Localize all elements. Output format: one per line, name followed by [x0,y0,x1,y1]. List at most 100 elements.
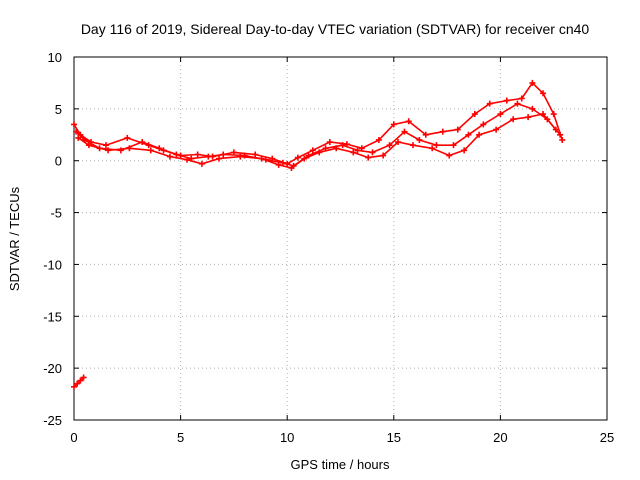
series-line [73,376,85,388]
data-point [433,142,440,149]
data-point [275,161,282,168]
data-point [409,142,416,149]
data-point [461,147,468,154]
data-point [294,154,301,161]
data-point [493,126,500,133]
data-point [258,155,265,162]
data-point [510,116,517,123]
x-tick-label: 5 [177,430,184,445]
data-point [429,145,436,152]
data-point [380,152,387,159]
x-tick-label: 20 [493,430,507,445]
data-point [390,121,397,128]
data-point [525,114,532,121]
data-point [450,142,457,149]
data-point [416,136,423,143]
data-point [476,131,483,138]
data-point [198,160,205,167]
data-point [309,147,316,154]
data-point [279,159,286,166]
data-point [386,142,393,149]
series-track-a [71,79,566,167]
y-tick-label: -25 [43,413,62,428]
grid [74,57,607,420]
data-point [316,149,323,156]
data-point [439,128,446,135]
x-tick-label: 10 [280,430,294,445]
data-point [288,164,295,171]
data-point [80,374,87,381]
x-tick-label: 25 [600,430,614,445]
y-tick-label: 5 [55,102,62,117]
data-point [124,134,131,141]
data-point [350,149,357,156]
data-point [540,111,547,118]
data-point [422,131,429,138]
data-point [559,136,566,143]
series-line [77,113,557,169]
data-point [71,383,77,390]
y-tick-label: -10 [43,257,62,272]
data-point [183,156,190,163]
y-tick-label: -5 [50,206,62,221]
data-point [205,153,212,160]
data-point [395,139,402,146]
data-point [301,155,308,162]
data-point [194,151,201,158]
data-point [173,151,180,158]
y-tick-label: -20 [43,361,62,376]
data-point [401,128,408,135]
plot-frame [73,56,608,421]
y-tick-label: 10 [48,50,62,65]
data-point [139,139,146,146]
data-point [514,100,521,107]
x-tick-label: 15 [387,430,401,445]
data-point [529,79,536,86]
data-point [333,145,340,152]
data-point [465,131,472,138]
data-point [375,136,382,143]
data-point [365,154,372,161]
x-axis-label: GPS time / hours [291,457,390,472]
data-point [339,142,346,149]
series-group [71,79,566,390]
data-point [550,111,557,118]
data-point [73,128,80,135]
data-point [105,147,112,154]
data-point [486,100,493,107]
data-point [480,121,487,128]
x-tick-label: 0 [70,430,77,445]
data-point [471,111,478,118]
data-point [75,134,82,141]
data-point [552,126,559,133]
data-point [74,380,81,387]
y-axis-label: SDTVAR / TECUs [7,186,22,291]
data-point [71,121,77,128]
data-point [220,151,227,158]
data-point [446,152,453,159]
series-track-c [75,111,559,171]
data-point [454,126,461,133]
data-point [166,153,173,160]
data-point [85,142,92,149]
data-point [557,131,564,138]
y-tick-label: 0 [55,154,62,169]
data-point [326,139,333,146]
data-point [156,145,163,152]
data-point [405,118,412,125]
data-point [215,155,222,162]
series-line [75,102,561,167]
data-point [102,142,109,149]
data-point [237,153,244,160]
x-axis-ticks: 0 5 10 15 20 25 [70,57,614,445]
data-point [540,90,547,97]
y-axis-ticks: 10 5 0 -5 -10 -15 -20 -25 [43,50,607,428]
series-track-b [73,100,564,169]
data-point [503,97,510,104]
data-point [518,95,525,102]
data-point [126,145,133,152]
data-point [77,377,84,384]
data-point [529,105,536,112]
data-point [354,147,361,154]
